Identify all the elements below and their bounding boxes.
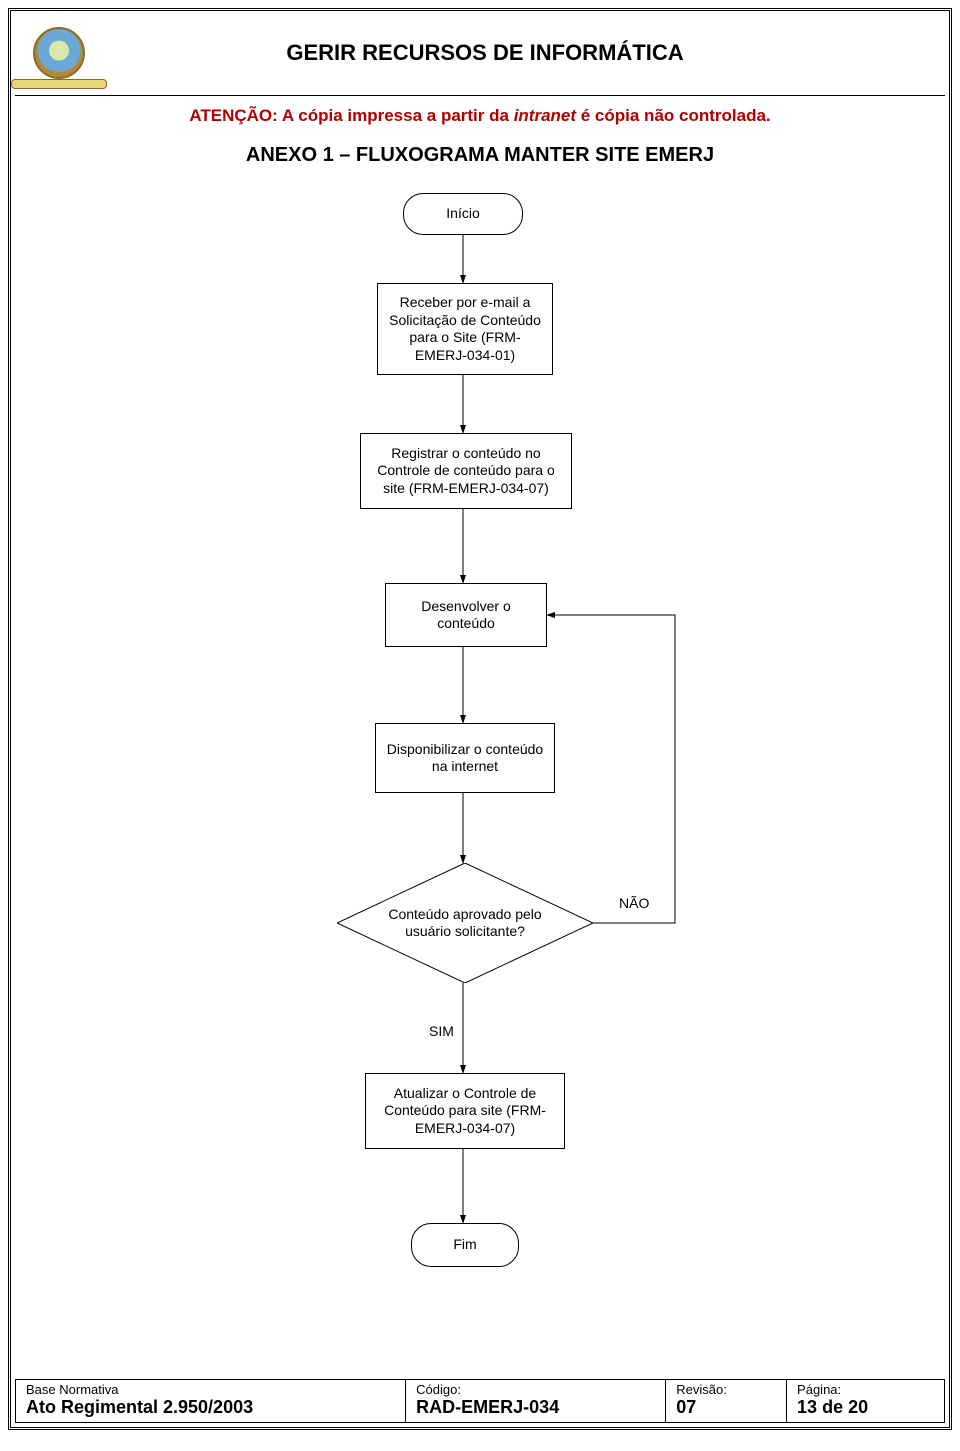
footer-table: Base NormativaAto Regimental 2.950/2003C… — [15, 1379, 945, 1423]
warning-italic: intranet — [514, 106, 576, 125]
footer-cell-value: Ato Regimental 2.950/2003 — [26, 1397, 395, 1418]
process-node: Receber por e-mail a Solicitação de Cont… — [377, 283, 553, 375]
edge-label: NÃO — [617, 895, 651, 911]
edge-label: SIM — [427, 1023, 456, 1039]
footer-cell: Página:13 de 20 — [787, 1380, 945, 1423]
footer-cell: Base NormativaAto Regimental 2.950/2003 — [16, 1380, 406, 1423]
footer-cell-value: RAD-EMERJ-034 — [416, 1397, 655, 1418]
terminator-node: Início — [403, 193, 523, 235]
footer-cell-label: Revisão: — [676, 1382, 776, 1397]
terminator-node: Fim — [411, 1223, 519, 1267]
process-node: Desenvolver o conteúdo — [385, 583, 547, 647]
footer-cell: Código:RAD-EMERJ-034 — [406, 1380, 666, 1423]
document-title: GERIR RECURSOS DE INFORMÁTICA — [99, 40, 941, 66]
section-title: ANEXO 1 – FLUXOGRAMA MANTER SITE EMERJ — [15, 144, 945, 167]
footer-cell-value: 07 — [676, 1397, 776, 1418]
footer-cell: Revisão:07 — [666, 1380, 787, 1423]
footer-cell-value: 13 de 20 — [797, 1397, 934, 1418]
warning-banner: ATENÇÃO: A cópia impressa a partir da in… — [15, 106, 945, 126]
warning-prefix: ATENÇÃO: A cópia impressa a partir da — [189, 106, 513, 125]
decision-node: Conteúdo aprovado pelo usuário solicitan… — [337, 863, 593, 983]
warning-suffix: é cópia não controlada. — [576, 106, 771, 125]
footer-cell-label: Código: — [416, 1382, 655, 1397]
decision-label: Conteúdo aprovado pelo usuário solicitan… — [337, 863, 593, 983]
crest-logo — [19, 21, 99, 85]
process-node: Atualizar o Controle de Conteúdo para si… — [365, 1073, 565, 1149]
process-node: Disponibilizar o conteúdo na internet — [375, 723, 555, 793]
footer-cell-label: Base Normativa — [26, 1382, 395, 1397]
header: GERIR RECURSOS DE INFORMÁTICA — [15, 15, 945, 96]
flowchart: Início Receber por e-mail a Solicitação d… — [15, 193, 945, 1373]
process-node: Registrar o conteúdo no Controle de cont… — [360, 433, 572, 509]
footer-cell-label: Página: — [797, 1382, 934, 1397]
